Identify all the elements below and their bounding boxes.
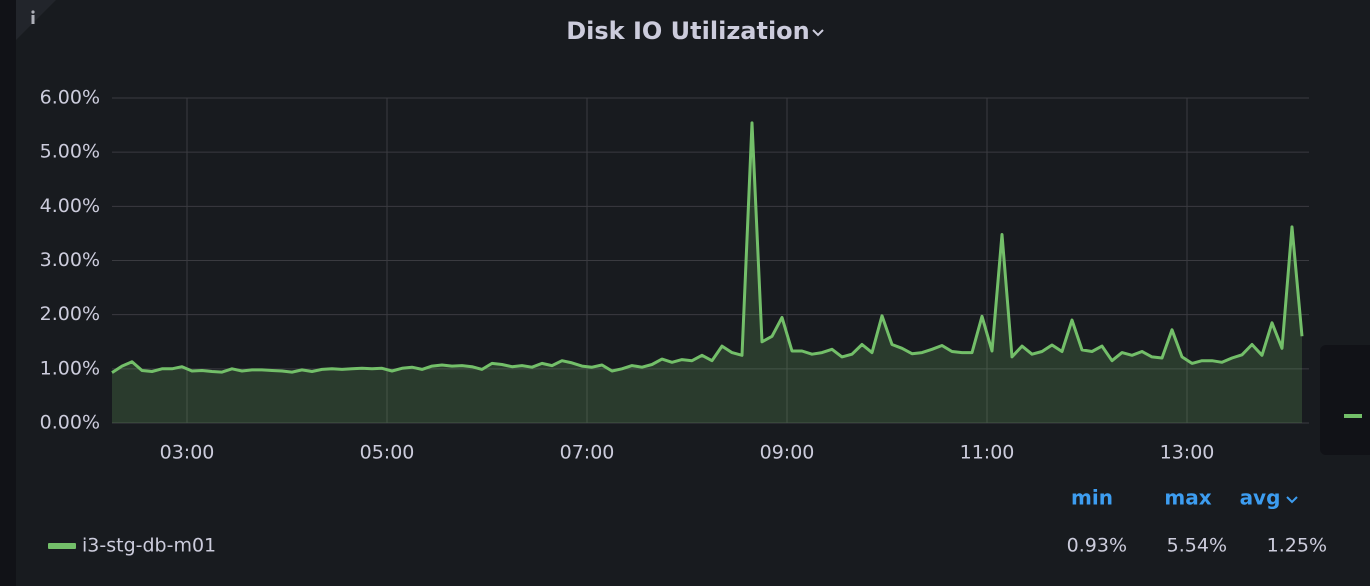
x-tick-label: 11:00 bbox=[960, 442, 1015, 464]
y-tick-label: 1.00% bbox=[40, 357, 100, 379]
info-icon[interactable] bbox=[31, 10, 35, 24]
series-line bbox=[111, 121, 1304, 374]
info-dot bbox=[31, 10, 35, 14]
y-tick-label: 0.00% bbox=[40, 412, 100, 434]
y-tick-label: 6.00% bbox=[40, 87, 100, 109]
legend-swatch bbox=[48, 543, 76, 549]
legend-value: 0.93% bbox=[1067, 535, 1127, 557]
y-tick-label: 3.00% bbox=[40, 249, 100, 271]
legend-value: 1.25% bbox=[1267, 535, 1327, 557]
avg-chevron[interactable] bbox=[1286, 496, 1298, 504]
legend-label[interactable]: i3-stg-db-m01 bbox=[82, 535, 216, 557]
x-tick-label: 05:00 bbox=[360, 442, 415, 464]
y-tick-label: 4.00% bbox=[40, 195, 100, 217]
x-tick-label: 03:00 bbox=[160, 442, 215, 464]
x-tick-label: 07:00 bbox=[560, 442, 615, 464]
x-tick-label: 13:00 bbox=[1160, 442, 1215, 464]
y-tick-label: 5.00% bbox=[40, 141, 100, 163]
info-corner[interactable] bbox=[16, 0, 56, 40]
x-tick-label: 09:00 bbox=[760, 442, 815, 464]
y-tick-label: 2.00% bbox=[40, 303, 100, 325]
side-tab-mark bbox=[1344, 414, 1362, 418]
title-chevron[interactable] bbox=[812, 29, 824, 37]
series-area bbox=[112, 122, 1302, 424]
side-tab[interactable] bbox=[1320, 345, 1370, 455]
legend-value: 5.54% bbox=[1167, 535, 1227, 557]
chart-title[interactable]: Disk IO Utilization bbox=[566, 17, 810, 45]
info-stem bbox=[31, 15, 35, 24]
legend-column-header[interactable]: avg bbox=[1240, 486, 1281, 510]
legend-column-header[interactable]: min bbox=[1071, 486, 1113, 510]
legend-column-header[interactable]: max bbox=[1164, 486, 1211, 510]
